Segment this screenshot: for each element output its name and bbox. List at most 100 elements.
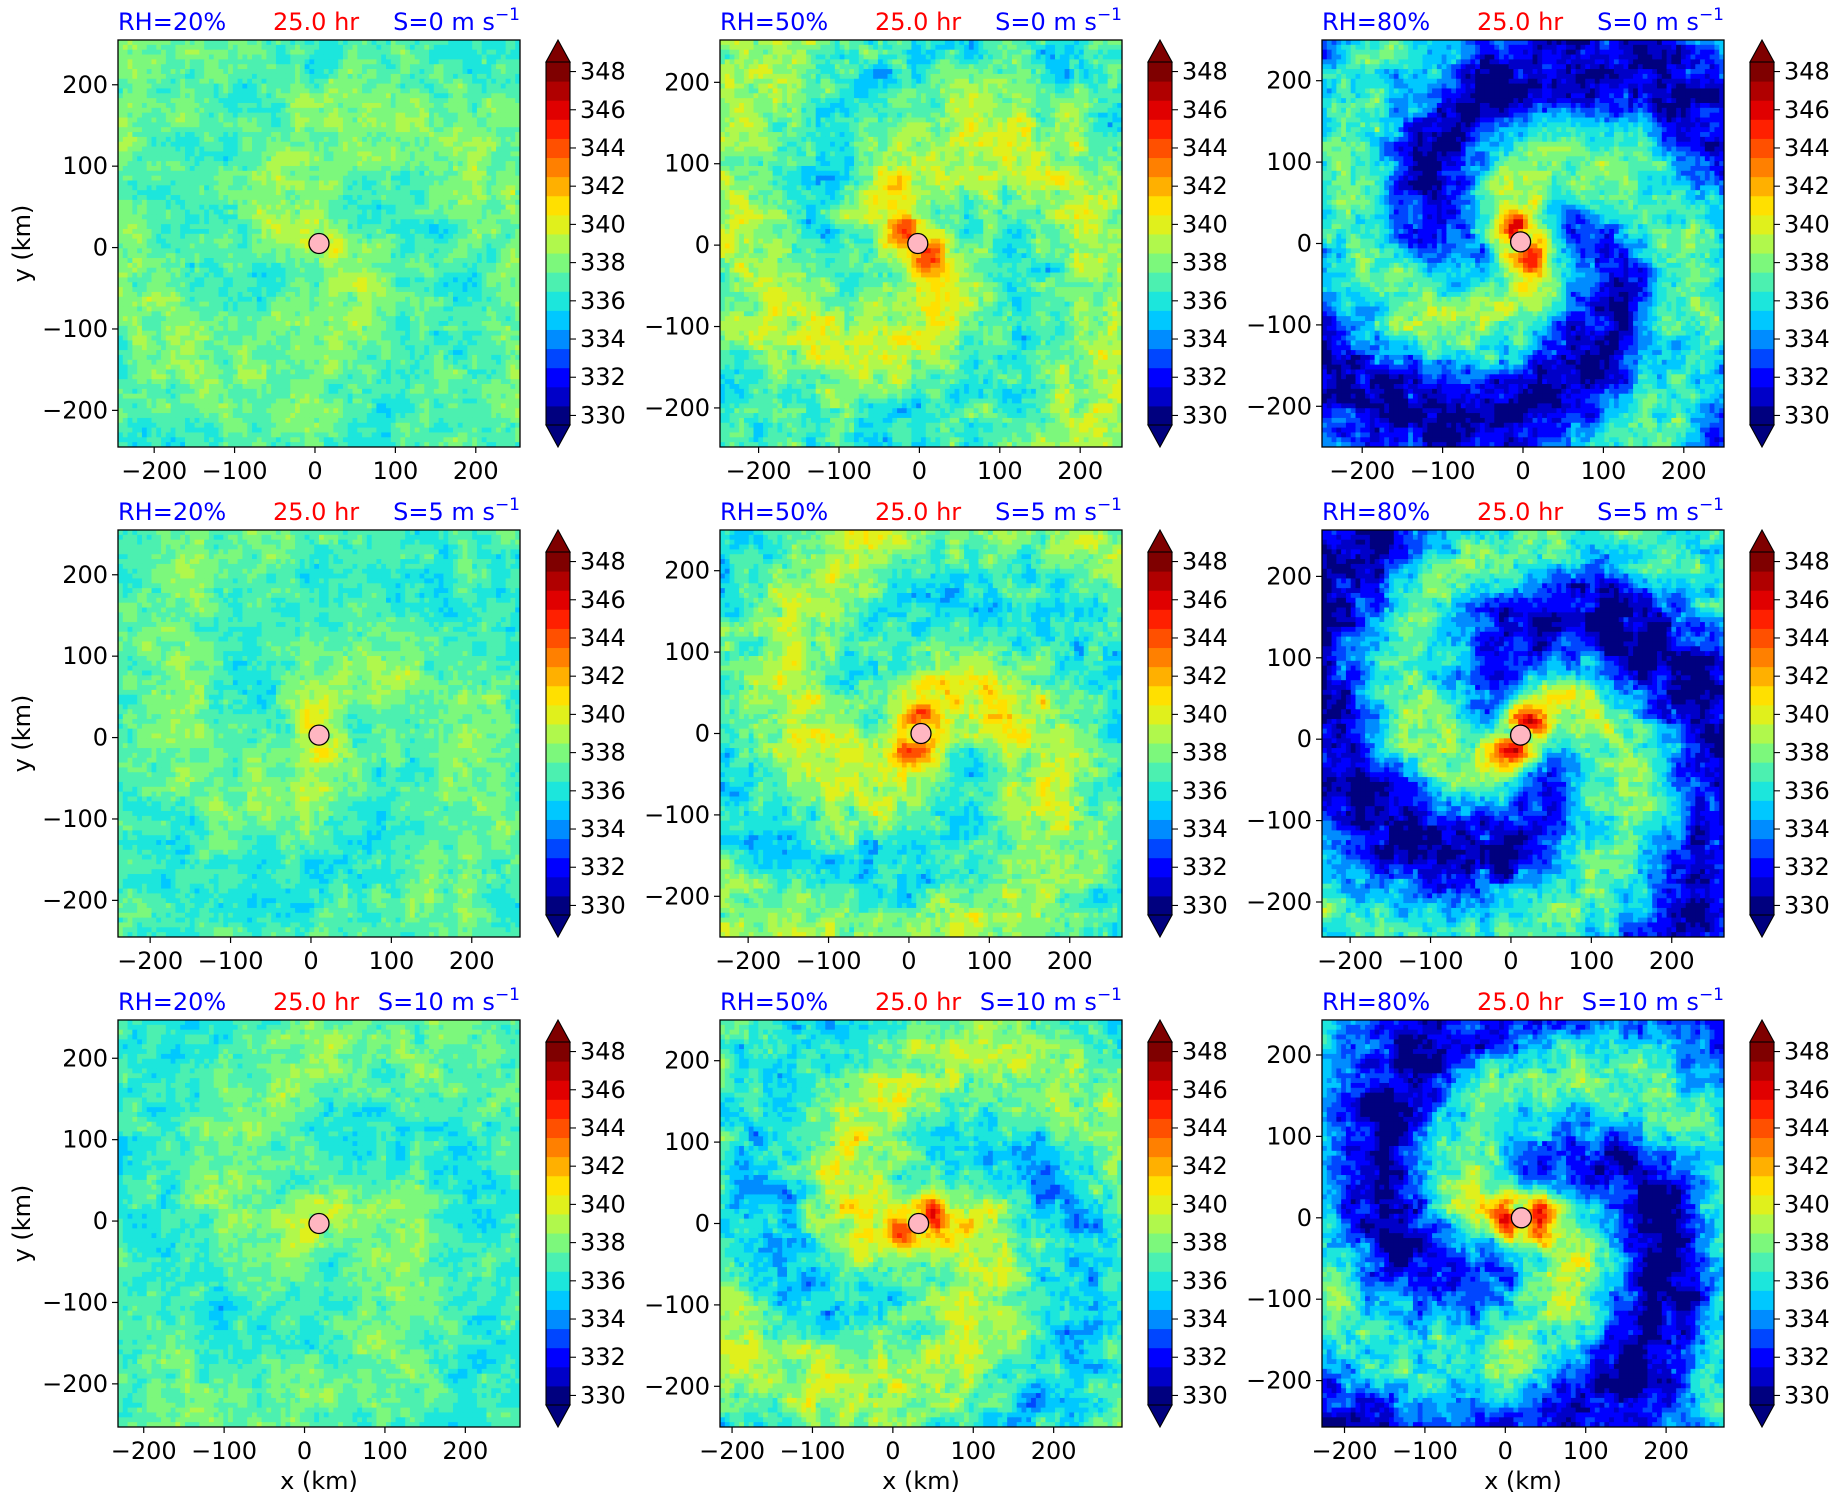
y-tick-label: −100: [1246, 311, 1312, 339]
colorbar-tick-label: 340: [580, 210, 626, 238]
panel-time-label: 25.0 hr: [875, 8, 961, 36]
x-tick-label: −200: [1317, 947, 1383, 975]
y-tick-label: −200: [42, 1370, 108, 1398]
colorbar-tick-label: 332: [1784, 363, 1830, 391]
panel-rh-label: RH=20%: [118, 498, 226, 526]
colorbar-tick-label: 338: [580, 739, 626, 767]
colorbar-tick-label: 338: [1784, 249, 1830, 277]
x-tick-label: −100: [806, 457, 872, 485]
x-axis-label: x (km): [280, 1467, 358, 1495]
panel-time-label: 25.0 hr: [1477, 8, 1563, 36]
colorbar-tick-label: 344: [1784, 134, 1830, 162]
colorbar-tick-label: 340: [580, 700, 626, 728]
colorbar-tick-label: 334: [1784, 325, 1830, 353]
colorbar-tick-label: 338: [1784, 739, 1830, 767]
y-tick-label: 200: [62, 71, 108, 99]
x-tick-label: 200: [1057, 457, 1103, 485]
colorbar-tick-label: 346: [580, 96, 626, 124]
y-tick-label: −100: [644, 801, 710, 829]
panel-shear-label: S=5 m s−1: [1597, 495, 1724, 526]
x-tick-label: −100: [202, 457, 268, 485]
colorbar-tick-label: 348: [1182, 58, 1228, 86]
colorbar-tick-label: 348: [580, 58, 626, 86]
x-tick-label: 0: [901, 947, 916, 975]
x-tick-label: 100: [977, 457, 1023, 485]
y-tick-label: 200: [1266, 67, 1312, 95]
colorbar-tick-label: 338: [580, 1229, 626, 1257]
x-tick-label: −200: [111, 1437, 177, 1465]
y-tick-label: −200: [42, 396, 108, 424]
colorbar-tick-label: 330: [1784, 1381, 1830, 1409]
colorbar-tick-label: 336: [580, 287, 626, 315]
x-tick-label: 200: [442, 1437, 488, 1465]
y-tick-label: −100: [42, 315, 108, 343]
colorbar-tick-label: 348: [1182, 548, 1228, 576]
colorbar-tick-label: 348: [1784, 58, 1830, 86]
y-tick-label: −100: [1246, 1285, 1312, 1313]
colorbar-tick-label: 336: [1784, 287, 1830, 315]
panel-time-label: 25.0 hr: [1477, 498, 1563, 526]
colorbar-tick-label: 332: [580, 363, 626, 391]
colorbar-tick-label: 340: [1182, 1190, 1228, 1218]
colorbar-tick-label: 332: [1784, 853, 1830, 881]
x-tick-label: 200: [449, 947, 495, 975]
colorbar-tick-label: 342: [580, 172, 626, 200]
colorbar-tick-label: 338: [1182, 249, 1228, 277]
x-tick-label: 100: [362, 1437, 408, 1465]
y-tick-label: −200: [644, 394, 710, 422]
colorbar-tick-label: 330: [580, 1381, 626, 1409]
colorbar-tick-label: 340: [1784, 700, 1830, 728]
panel-shear-label: S=10 m s−1: [980, 985, 1122, 1016]
y-tick-label: 100: [1266, 1122, 1312, 1150]
colorbar-tick-label: 330: [580, 891, 626, 919]
colorbar-tick-label: 342: [1784, 1152, 1830, 1180]
x-tick-label: −200: [699, 1437, 765, 1465]
colorbar-tick-label: 336: [1784, 777, 1830, 805]
panel-rh-label: RH=80%: [1322, 8, 1430, 36]
y-tick-label: −100: [1246, 807, 1312, 835]
colorbar-tick-label: 346: [1784, 96, 1830, 124]
x-axis-label: x (km): [1484, 1467, 1562, 1495]
storm-center-marker: [908, 234, 928, 254]
panel-time-label: 25.0 hr: [1477, 988, 1563, 1016]
y-tick-label: −200: [1246, 392, 1312, 420]
x-tick-label: −200: [726, 457, 792, 485]
storm-center-marker: [309, 1214, 329, 1234]
storm-center-marker: [1511, 232, 1531, 252]
y-tick-label: 0: [93, 724, 108, 752]
colorbar-tick-label: 334: [580, 815, 626, 843]
colorbar-tick-label: 348: [1182, 1038, 1228, 1066]
y-tick-label: −200: [1246, 888, 1312, 916]
y-tick-label: −200: [1246, 1367, 1312, 1395]
y-tick-label: 200: [62, 1044, 108, 1072]
colorbar-tick-label: 342: [1182, 1152, 1228, 1180]
y-tick-label: −100: [644, 313, 710, 341]
x-tick-label: 0: [885, 1437, 900, 1465]
x-tick-label: 100: [1563, 1437, 1609, 1465]
storm-center-marker: [1511, 725, 1531, 745]
colorbar-tick-label: 330: [1182, 1381, 1228, 1409]
colorbar-tick-label: 334: [1182, 325, 1228, 353]
storm-center-marker: [911, 724, 931, 744]
y-axis-label: y (km): [8, 1185, 36, 1263]
x-tick-label: 0: [1503, 947, 1518, 975]
x-tick-label: −100: [796, 947, 862, 975]
panel-time-label: 25.0 hr: [875, 498, 961, 526]
colorbar-tick-label: 334: [580, 325, 626, 353]
colorbar-tick-label: 336: [1784, 1267, 1830, 1295]
y-tick-label: 0: [1297, 725, 1312, 753]
colorbar-tick-label: 344: [580, 1114, 626, 1142]
colorbar-tick-label: 332: [1784, 1343, 1830, 1371]
colorbar-tick-label: 340: [1182, 210, 1228, 238]
y-tick-label: 200: [664, 68, 710, 96]
panel-shear-label: S=0 m s−1: [995, 5, 1122, 36]
colorbar-tick-label: 342: [580, 662, 626, 690]
y-tick-label: 200: [1266, 1041, 1312, 1069]
colorbar-tick-label: 344: [580, 624, 626, 652]
y-tick-label: 0: [93, 234, 108, 262]
colorbar-tick-label: 336: [1182, 1267, 1228, 1295]
